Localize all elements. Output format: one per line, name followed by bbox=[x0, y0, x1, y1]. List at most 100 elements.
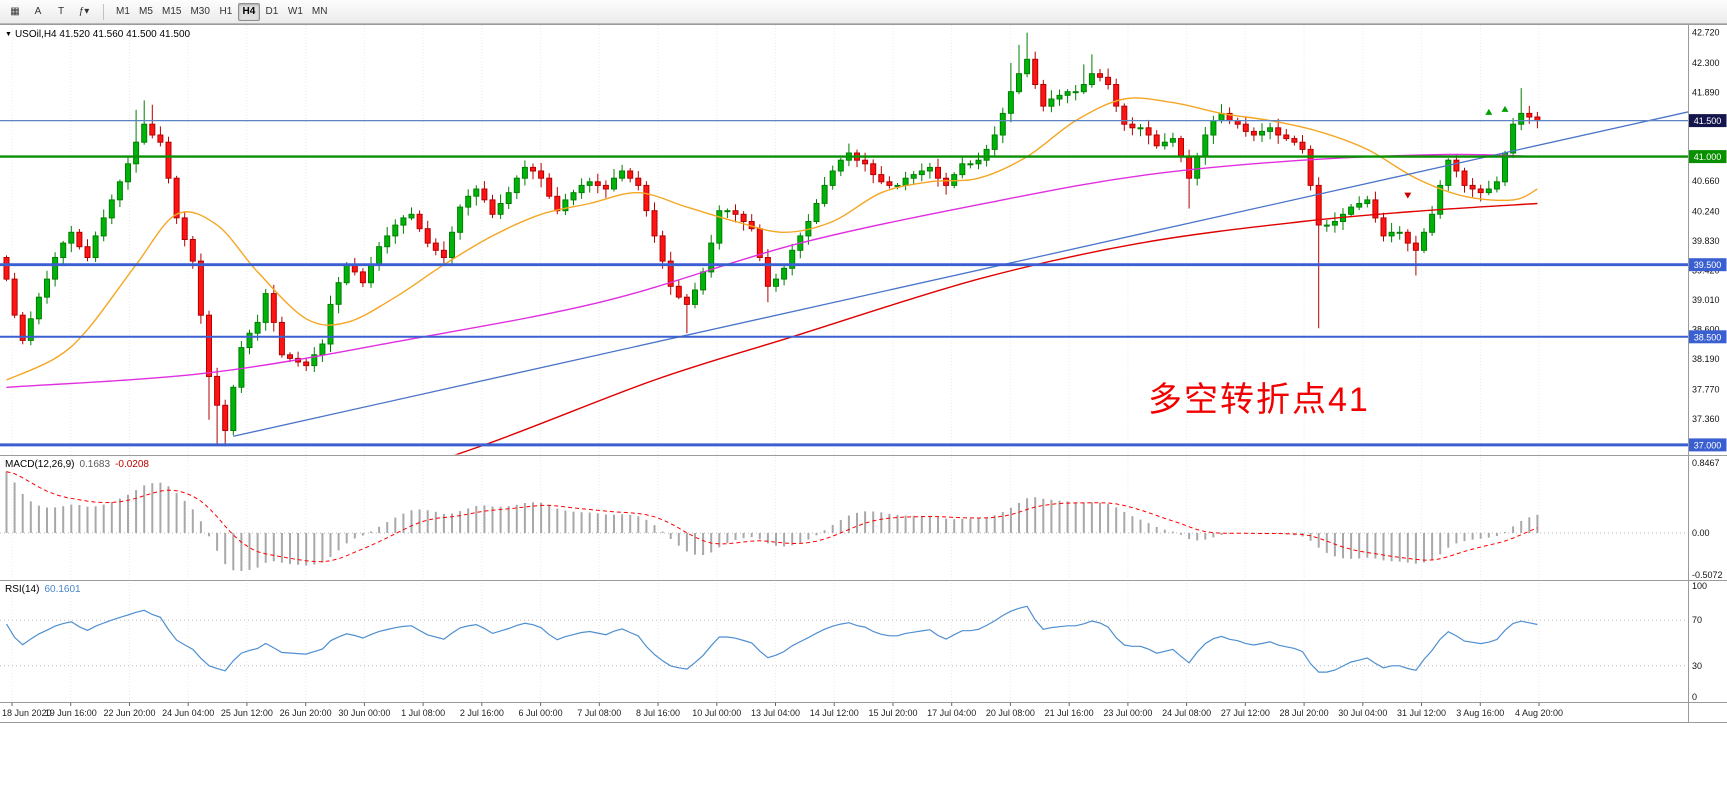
macd-signal-value: -0.0208 bbox=[115, 459, 149, 470]
timeframe-d1-button[interactable]: D1 bbox=[265, 6, 279, 17]
svg-text:27 Jul 12:00: 27 Jul 12:00 bbox=[1221, 708, 1270, 718]
grid-lines bbox=[11, 25, 1540, 702]
text-tool-icon[interactable]: T bbox=[57, 6, 65, 17]
price-tag-37.000: 37.000 bbox=[1688, 438, 1727, 452]
svg-text:0.8467: 0.8467 bbox=[1692, 458, 1720, 468]
svg-text:37.000: 37.000 bbox=[1694, 440, 1722, 450]
cursor-a-icon[interactable]: A bbox=[34, 6, 42, 17]
svg-text:24 Jun 04:00: 24 Jun 04:00 bbox=[162, 708, 214, 718]
timeframe-mn-button[interactable]: MN bbox=[311, 6, 328, 17]
ma-mid-magenta-line bbox=[6, 153, 1538, 388]
svg-text:19 Jun 16:00: 19 Jun 16:00 bbox=[45, 708, 97, 718]
svg-text:24 Jul 08:00: 24 Jul 08:00 bbox=[1162, 708, 1211, 718]
indicators-dropdown-icon[interactable]: ƒ▾ bbox=[78, 6, 90, 17]
price-axis[interactable]: 42.72042.30041.89040.66040.24039.83039.4… bbox=[1688, 28, 1727, 702]
price-tag-41.000: 41.000 bbox=[1688, 150, 1727, 164]
macd-main-value: 0.1683 bbox=[79, 459, 111, 470]
svg-text:4 Aug 20:00: 4 Aug 20:00 bbox=[1515, 708, 1563, 718]
svg-text:100: 100 bbox=[1692, 581, 1707, 591]
svg-text:30 Jul 04:00: 30 Jul 04:00 bbox=[1338, 708, 1387, 718]
macd-label: MACD(12,26,9) 0.1683 -0.0208 bbox=[5, 459, 149, 470]
price-tag-41.500: 41.500 bbox=[1688, 114, 1727, 128]
svg-text:1 Jul 08:00: 1 Jul 08:00 bbox=[401, 708, 445, 718]
toolbar-separator bbox=[103, 3, 104, 20]
svg-text:6 Jul 00:00: 6 Jul 00:00 bbox=[519, 708, 563, 718]
svg-text:38.190: 38.190 bbox=[1692, 354, 1720, 364]
svg-text:0.00: 0.00 bbox=[1692, 528, 1710, 538]
svg-text:26 Jun 20:00: 26 Jun 20:00 bbox=[280, 708, 332, 718]
timeframe-h4-button[interactable]: H4 bbox=[237, 2, 260, 21]
svg-text:40.660: 40.660 bbox=[1692, 176, 1720, 186]
chart-annotation[interactable]: 多空转折点41 bbox=[1148, 381, 1370, 419]
svg-text:7 Jul 08:00: 7 Jul 08:00 bbox=[577, 708, 621, 718]
svg-text:15 Jul 20:00: 15 Jul 20:00 bbox=[868, 708, 917, 718]
svg-text:41.890: 41.890 bbox=[1692, 87, 1720, 97]
svg-text:30 Jun 00:00: 30 Jun 00:00 bbox=[338, 708, 390, 718]
rsi-value: 60.1601 bbox=[44, 584, 81, 595]
svg-text:41.000: 41.000 bbox=[1694, 152, 1722, 162]
svg-text:30: 30 bbox=[1692, 661, 1702, 671]
svg-text:2 Jul 16:00: 2 Jul 16:00 bbox=[460, 708, 504, 718]
svg-text:13 Jul 04:00: 13 Jul 04:00 bbox=[751, 708, 800, 718]
svg-text:42.300: 42.300 bbox=[1692, 58, 1720, 68]
sell-arrow-marker[interactable] bbox=[1404, 192, 1412, 199]
price-tag-38.500: 38.500 bbox=[1688, 330, 1727, 344]
rsi-panel[interactable] bbox=[0, 605, 1688, 673]
ma-fast-orange-line bbox=[6, 97, 1538, 381]
timeframe-w1-button[interactable]: W1 bbox=[287, 6, 303, 17]
ma-slow-red-line bbox=[454, 202, 1538, 455]
price-tag-39.500: 39.500 bbox=[1688, 258, 1727, 272]
svg-text:0: 0 bbox=[1692, 692, 1697, 702]
collapse-icon[interactable]: ▼ bbox=[5, 31, 12, 38]
rsi-line bbox=[5, 605, 1538, 673]
svg-text:23 Jul 00:00: 23 Jul 00:00 bbox=[1103, 708, 1152, 718]
svg-text:31 Jul 12:00: 31 Jul 12:00 bbox=[1397, 708, 1446, 718]
timeframe-m15-button[interactable]: M15 bbox=[162, 6, 182, 17]
timeframe-m1-button[interactable]: M1 bbox=[116, 6, 130, 17]
svg-text:37.770: 37.770 bbox=[1692, 384, 1720, 394]
svg-text:40.240: 40.240 bbox=[1692, 206, 1720, 216]
svg-text:28 Jul 20:00: 28 Jul 20:00 bbox=[1280, 708, 1329, 718]
trendline[interactable] bbox=[233, 111, 1688, 437]
svg-text:8 Jul 16:00: 8 Jul 16:00 bbox=[636, 708, 680, 718]
symbol-text: USOil,H4 41.520 41.560 41.500 41.500 bbox=[14, 29, 191, 40]
rsi-name: RSI(14) bbox=[5, 584, 40, 595]
macd-signal-line bbox=[6, 471, 1538, 563]
svg-text:39.830: 39.830 bbox=[1692, 236, 1720, 246]
price-panel[interactable] bbox=[0, 32, 1688, 496]
svg-text:18 Jun 2020: 18 Jun 2020 bbox=[2, 708, 52, 718]
svg-text:20 Jul 08:00: 20 Jul 08:00 bbox=[986, 708, 1035, 718]
svg-text:38.600: 38.600 bbox=[1692, 325, 1720, 335]
chart-window-icon[interactable]: ▦ bbox=[10, 6, 20, 17]
svg-text:22 Jun 20:00: 22 Jun 20:00 bbox=[103, 708, 155, 718]
timeframe-m5-button[interactable]: M5 bbox=[139, 6, 153, 17]
buy-arrow-marker[interactable] bbox=[1501, 105, 1509, 112]
svg-text:42.720: 42.720 bbox=[1692, 28, 1720, 38]
svg-text:37.360: 37.360 bbox=[1692, 414, 1720, 424]
macd-name: MACD(12,26,9) bbox=[5, 459, 75, 470]
timeframe-m30-button[interactable]: M30 bbox=[190, 6, 210, 17]
buy-arrow-marker[interactable] bbox=[1485, 108, 1493, 115]
svg-text:21 Jul 16:00: 21 Jul 16:00 bbox=[1045, 708, 1094, 718]
svg-text:39.500: 39.500 bbox=[1694, 260, 1722, 270]
timeframe-h1-button[interactable]: H1 bbox=[219, 6, 233, 17]
svg-text:3 Aug 16:00: 3 Aug 16:00 bbox=[1456, 708, 1504, 718]
rsi-label: RSI(14) 60.1601 bbox=[5, 584, 81, 595]
svg-text:38.500: 38.500 bbox=[1694, 332, 1722, 342]
svg-text:10 Jul 00:00: 10 Jul 00:00 bbox=[692, 708, 741, 718]
svg-text:41.500: 41.500 bbox=[1694, 116, 1722, 126]
svg-text:25 Jun 12:00: 25 Jun 12:00 bbox=[221, 708, 273, 718]
svg-text:70: 70 bbox=[1692, 615, 1702, 625]
svg-text:14 Jul 12:00: 14 Jul 12:00 bbox=[810, 708, 859, 718]
svg-text:17 Jul 04:00: 17 Jul 04:00 bbox=[927, 708, 976, 718]
macd-panel[interactable] bbox=[0, 471, 1688, 571]
symbol-ohlc-label: ▼ USOil,H4 41.520 41.560 41.500 41.500 bbox=[5, 29, 190, 40]
svg-text:39.010: 39.010 bbox=[1692, 295, 1720, 305]
timeframe-group: M1 M5 M15 M30 H1 H4 D1 W1 MN bbox=[112, 2, 331, 21]
svg-text:-0.5072: -0.5072 bbox=[1692, 570, 1723, 580]
